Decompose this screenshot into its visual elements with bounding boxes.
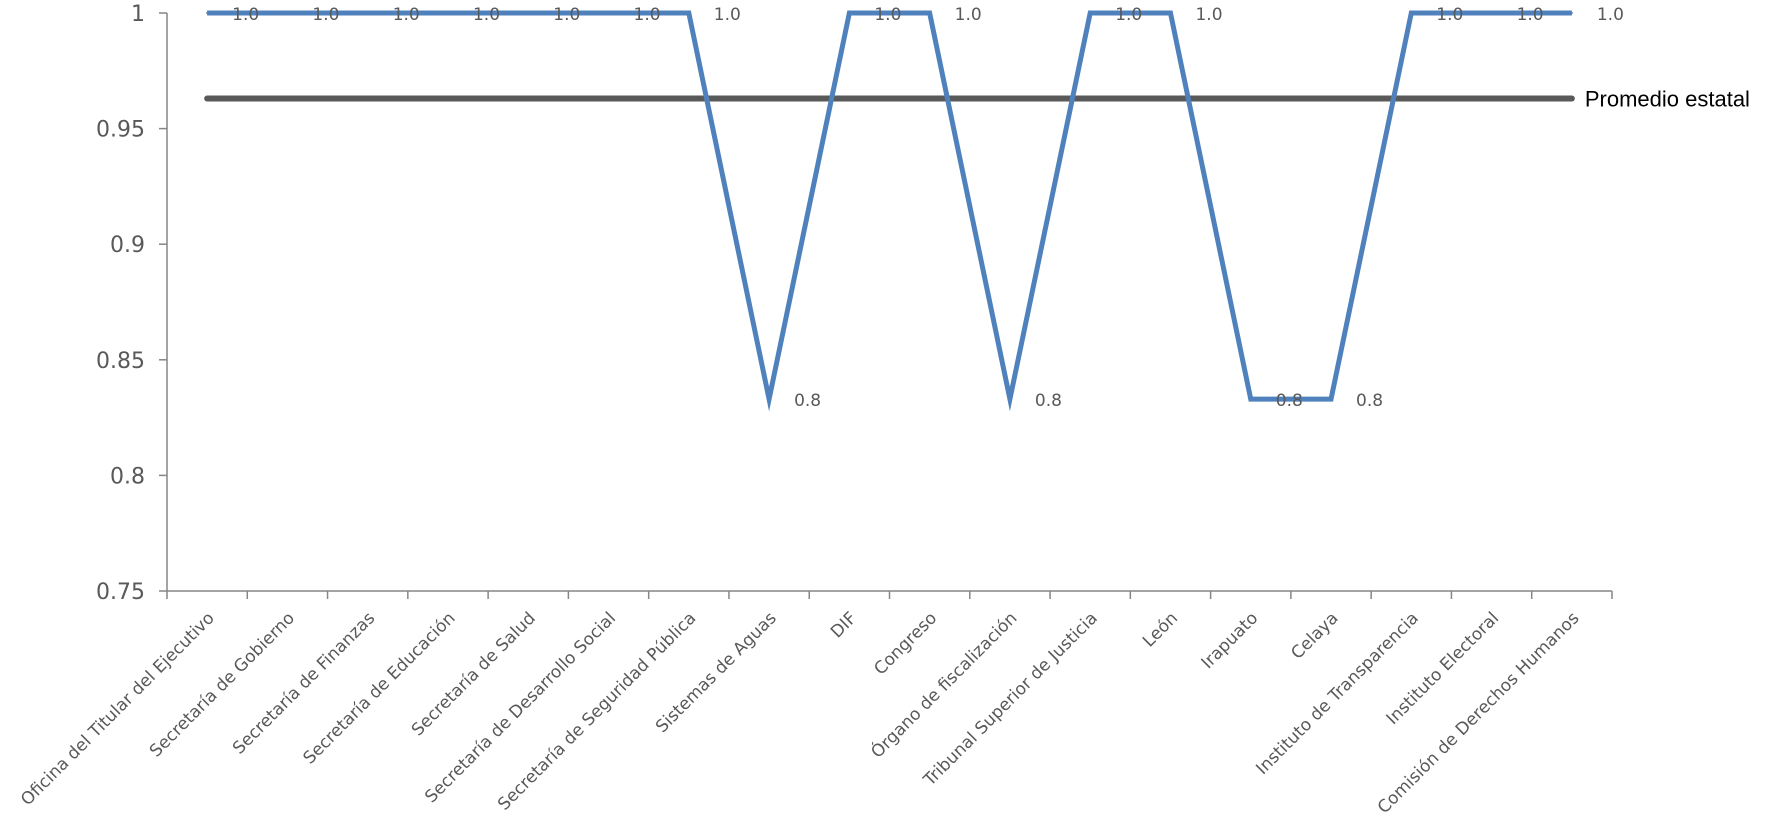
data-point	[607, 12, 610, 14]
x-tick-label: Irapuato	[1198, 608, 1263, 673]
data-label: 1.0	[874, 5, 901, 25]
y-tick-label: 0.75	[96, 580, 145, 605]
data-label: 0.8	[1276, 391, 1303, 411]
x-tick-label: Congreso	[870, 608, 941, 679]
data-point	[768, 398, 771, 401]
data-label: 0.8	[1356, 391, 1383, 411]
data-label: 1.0	[1436, 5, 1463, 25]
data-label: 0.8	[1035, 391, 1062, 411]
data-point	[1490, 12, 1493, 14]
data-point	[286, 12, 289, 14]
data-label: 1.0	[312, 5, 339, 25]
data-label: 1.0	[232, 5, 259, 25]
data-label: 1.0	[1195, 5, 1222, 25]
data-label: 1.0	[1115, 5, 1142, 25]
data-point	[206, 12, 209, 14]
data-point	[848, 12, 851, 14]
data-point	[1330, 398, 1333, 401]
data-point	[1249, 398, 1252, 401]
data-label: 1.0	[634, 5, 661, 25]
data-label: 1.0	[955, 5, 982, 25]
x-tick-label: Secretaría de Educación	[300, 608, 460, 768]
y-tick-label: 1	[131, 2, 145, 27]
average-line-label: Promedio estatal	[1585, 87, 1750, 112]
average-line-group: Promedio estatal	[204, 87, 1750, 112]
series-line	[207, 10, 1572, 412]
data-point	[446, 12, 449, 14]
y-tick-label: 0.9	[110, 233, 145, 258]
x-tick-label: Secretaría de Gobierno	[146, 608, 299, 761]
series-group	[206, 10, 1573, 412]
y-tick-label: 0.85	[96, 349, 145, 374]
data-label: 1.0	[714, 5, 741, 25]
data-point	[928, 12, 931, 14]
data-point	[687, 12, 690, 14]
y-tick-label: 0.8	[110, 464, 145, 489]
x-tick-label: Órgano de fiscalización	[866, 607, 1021, 762]
data-label: 1.0	[1517, 5, 1544, 25]
data-labels-group: 1.0 1.0 1.0 1.0 1.0 1.0 1.0 0.8 1.0 1.0 0.8 1.0 1.0 0…	[232, 5, 1624, 411]
data-label: 1.0	[1597, 5, 1624, 25]
y-tick-label: 0.95	[96, 118, 145, 143]
x-axis: Oficina del Titular del EjecutivoSecreta…	[17, 590, 1613, 818]
x-tick-label: Secretaría de Finanzas	[229, 608, 379, 758]
data-point	[1410, 12, 1413, 14]
y-axis: 0.75 0.8 0.85 0.9 0.95 1	[96, 2, 168, 605]
data-point	[1089, 12, 1092, 14]
x-tick-label: Tribunal Superior de Justicia	[919, 608, 1101, 790]
data-point	[1169, 12, 1172, 14]
data-label: 1.0	[393, 5, 420, 25]
data-point	[527, 12, 530, 14]
x-tick-label: León	[1139, 608, 1182, 651]
data-label: 1.0	[553, 5, 580, 25]
data-point	[1570, 12, 1573, 14]
x-tick-label: Instituto de Transparencia	[1252, 608, 1422, 778]
data-point	[1008, 398, 1011, 401]
x-tick-label: DIF	[827, 608, 861, 642]
data-point	[366, 12, 369, 14]
x-tick-label: Celaya	[1287, 608, 1342, 663]
data-label: 0.8	[794, 391, 821, 411]
data-label: 1.0	[473, 5, 500, 25]
